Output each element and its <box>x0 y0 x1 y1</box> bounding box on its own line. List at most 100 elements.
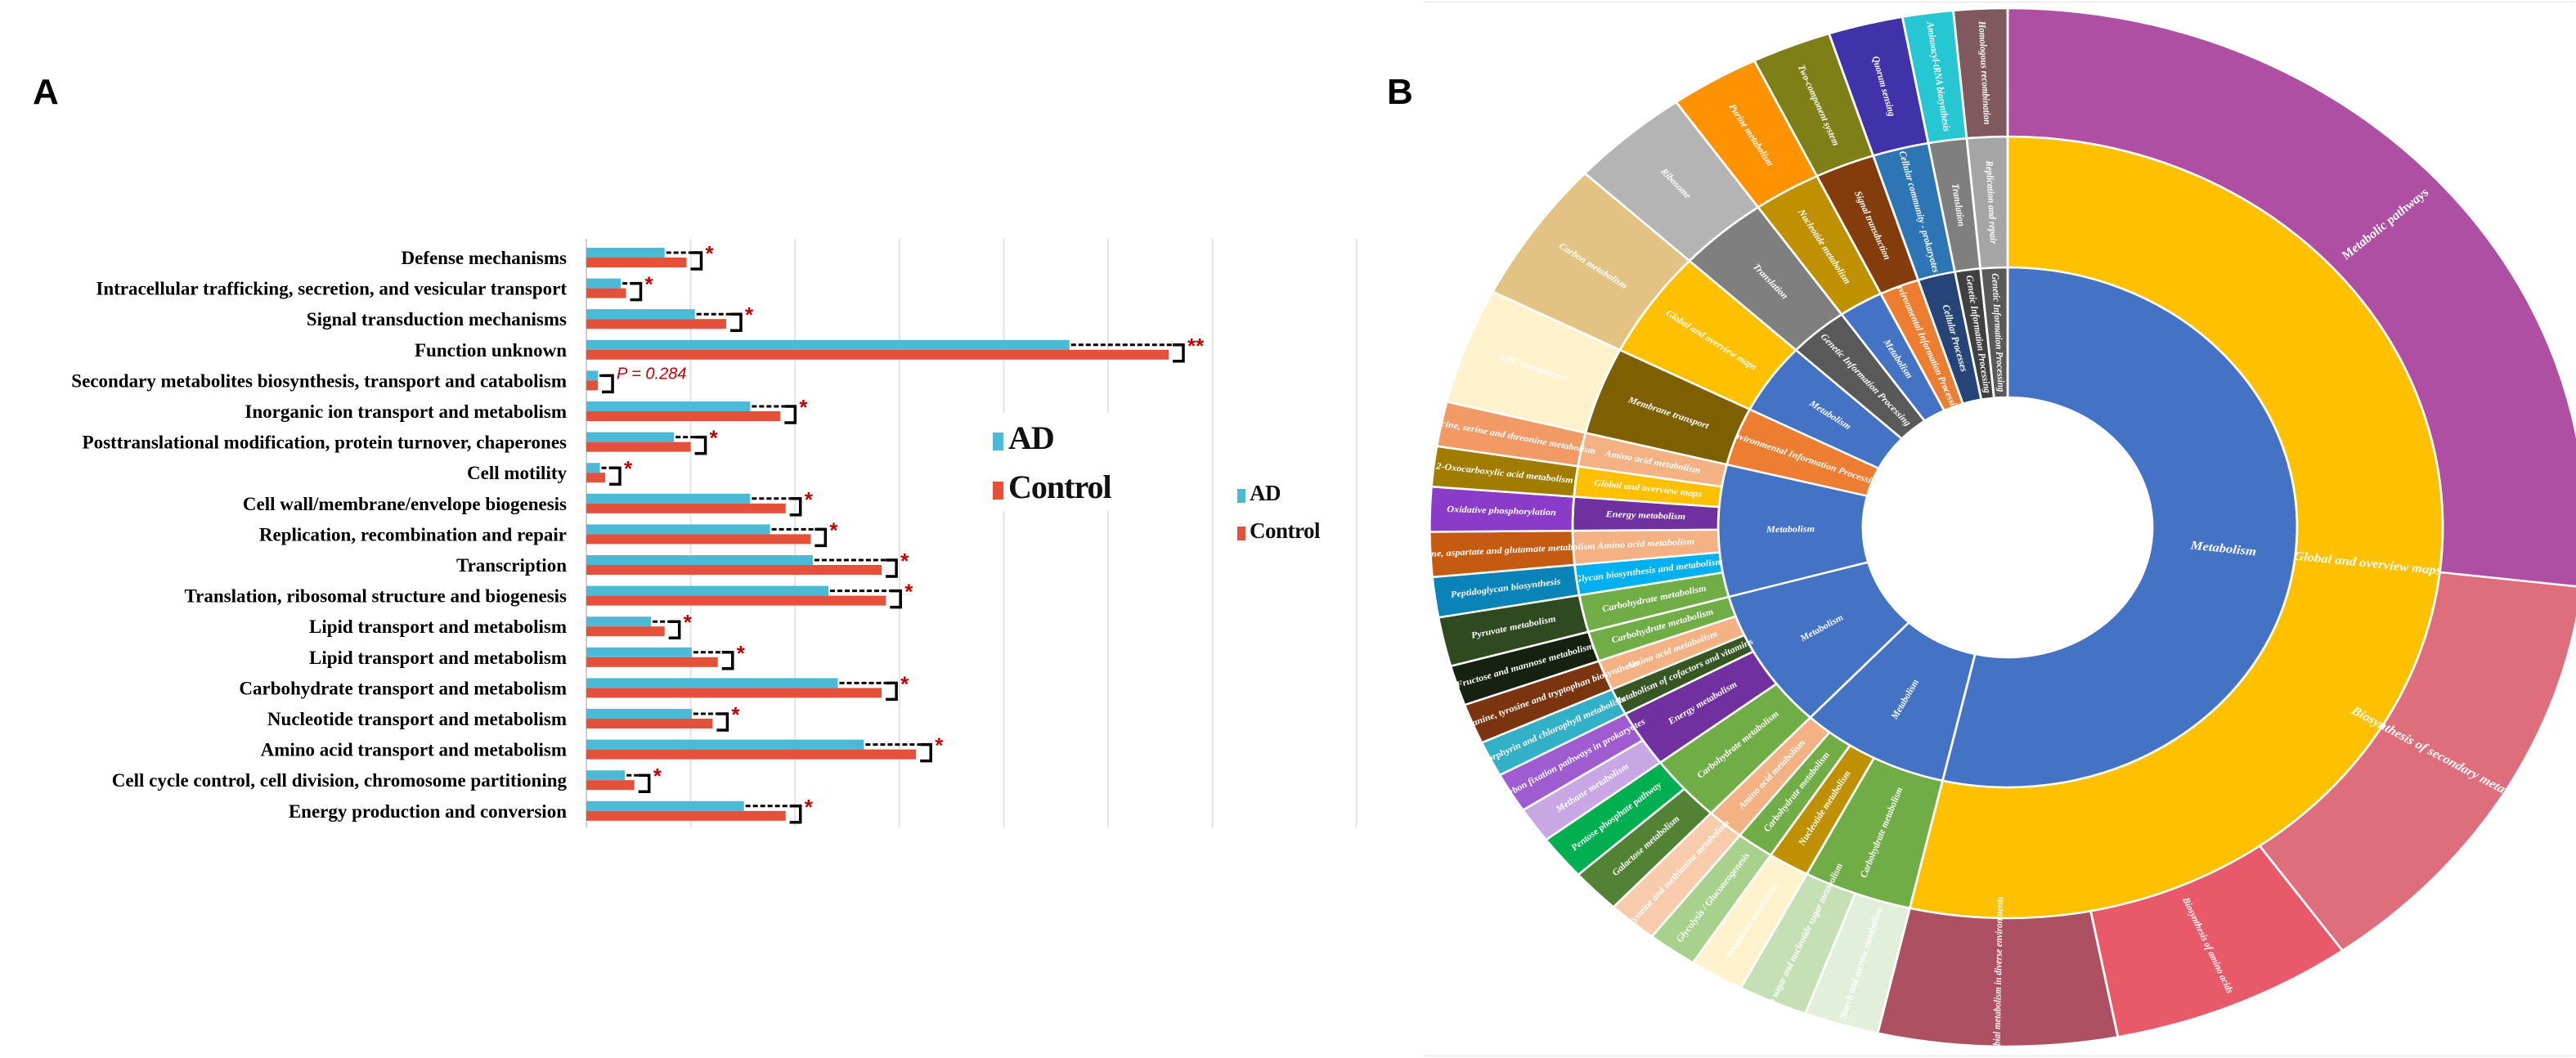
category-label: Secondary metabolites biosynthesis, tran… <box>71 370 567 391</box>
significance-bracket <box>729 312 743 332</box>
significance-star: * <box>900 549 909 573</box>
significance-star: * <box>745 303 754 327</box>
legend-item-control: Control <box>1237 512 1321 549</box>
bar-control <box>586 749 917 760</box>
legend-label-ad: AD <box>1250 480 1281 505</box>
category-label: Intracellular trafficking, secretion, an… <box>96 279 567 299</box>
bar-ad <box>586 493 751 504</box>
significance-bracket <box>890 589 902 609</box>
bar-ad <box>586 524 770 535</box>
legend-swatch-control <box>1237 526 1245 540</box>
category-label: Translation, ribosomal structure and bio… <box>185 586 568 607</box>
significance-bracket <box>630 281 643 302</box>
category-label: Inorganic ion transport and metabolism <box>245 401 567 422</box>
significance-star: * <box>644 272 653 297</box>
significance-bracket <box>789 497 802 517</box>
category-label: Energy production and conversion <box>289 801 567 822</box>
significance-bracket <box>638 773 651 793</box>
bar-control <box>586 473 605 483</box>
category-label: Posttranslational modification, protein … <box>83 433 568 453</box>
legend-swatch-ad <box>993 433 1003 451</box>
legend-primary: AD Control <box>993 413 1112 511</box>
bar-control <box>586 411 781 421</box>
bar-ad <box>586 370 599 381</box>
bar-control <box>586 565 882 575</box>
sunburst-pathway-segment <box>2006 7 2576 588</box>
bar-control <box>586 780 635 791</box>
significance-bracket <box>668 620 681 639</box>
bar-control <box>586 626 665 637</box>
category-label: Replication, recombination and repair <box>259 524 567 545</box>
bar-chart-panel-a: Defense mechanisms * Intracellular traffic… <box>71 239 1358 827</box>
bar-ad <box>586 647 692 657</box>
bar-control <box>586 534 811 545</box>
significance-star: * <box>624 456 633 481</box>
significance-star: * <box>731 702 740 727</box>
legend-label-control: Control <box>1008 468 1112 505</box>
significance-bracket <box>694 435 707 455</box>
bar-ad <box>586 401 751 411</box>
significance-bracket <box>690 251 703 271</box>
sunburst-subcategory-label: Energy metabolism <box>1604 509 1685 522</box>
category-label: Defense mechanisms <box>402 248 568 268</box>
sunburst-pathway-segment <box>1951 7 2009 140</box>
bar-control <box>586 442 691 452</box>
significance-star: * <box>710 426 719 451</box>
legend-item-ad: AD <box>1237 474 1320 512</box>
significance-star: * <box>805 795 814 819</box>
bar-ad <box>586 739 864 750</box>
bar-ad <box>586 339 1070 350</box>
significance-star: * <box>653 764 662 788</box>
legend-swatch-ad <box>1237 488 1245 503</box>
panel-b-frame <box>1425 2 2574 1056</box>
sunburst-subcategory-label: Replication and repair <box>1983 159 1999 244</box>
significance-star: ** <box>1187 334 1205 358</box>
bar-control <box>586 503 786 513</box>
panel-label-a: A <box>33 72 59 112</box>
category-label: Cell wall/membrane/envelope biogenesis <box>243 494 567 514</box>
significance-star: * <box>935 733 944 758</box>
significance-bracket <box>1173 343 1185 363</box>
bar-control <box>586 380 599 391</box>
legend-secondary: AD Control <box>1237 474 1321 549</box>
sunburst-category-label: Metabolism <box>1766 524 1815 535</box>
legend-swatch-control <box>993 482 1003 500</box>
significance-bracket <box>608 466 622 486</box>
category-label: Cell cycle control, cell division, chrom… <box>112 770 568 791</box>
category-label: Carbohydrate transport and metabolism <box>239 678 567 698</box>
category-label: Signal transduction mechanisms <box>307 309 567 330</box>
significance-bracket <box>784 405 797 424</box>
bar-ad <box>586 432 675 442</box>
bar-control <box>586 657 718 667</box>
significance-bracket <box>789 805 802 824</box>
bar-ad <box>586 770 626 781</box>
bar-control <box>586 719 713 728</box>
category-label: Transcription <box>456 555 567 576</box>
category-label: Lipid transport and metabolism <box>309 648 567 668</box>
significance-star: * <box>705 241 714 266</box>
bar-ad <box>586 278 622 289</box>
bar-ad <box>586 616 652 627</box>
significance-bracket <box>886 558 898 578</box>
bar-ad <box>586 309 695 320</box>
sunburst-pathway-label: Homologous recombination <box>1976 20 1992 125</box>
bar-ad <box>586 463 600 473</box>
category-label: Nucleotide transport and metabolism <box>267 709 567 729</box>
significance-star: * <box>799 395 808 419</box>
significance-bracket <box>602 374 614 394</box>
significance-bracket <box>716 712 729 732</box>
bar-ad <box>586 800 744 811</box>
bar-control <box>586 349 1169 360</box>
legend-label-ad: AD <box>1008 419 1055 456</box>
significance-star: * <box>904 580 913 604</box>
p-value-label: P = 0.284 <box>617 365 686 383</box>
legend-item-ad: AD <box>993 413 1111 462</box>
bar-ad <box>586 248 665 258</box>
category-label: Lipid transport and metabolism <box>309 616 567 637</box>
bar-ad <box>586 555 813 565</box>
significance-star: * <box>829 518 838 542</box>
bar-control <box>586 688 882 698</box>
category-label: Cell motility <box>467 463 567 483</box>
